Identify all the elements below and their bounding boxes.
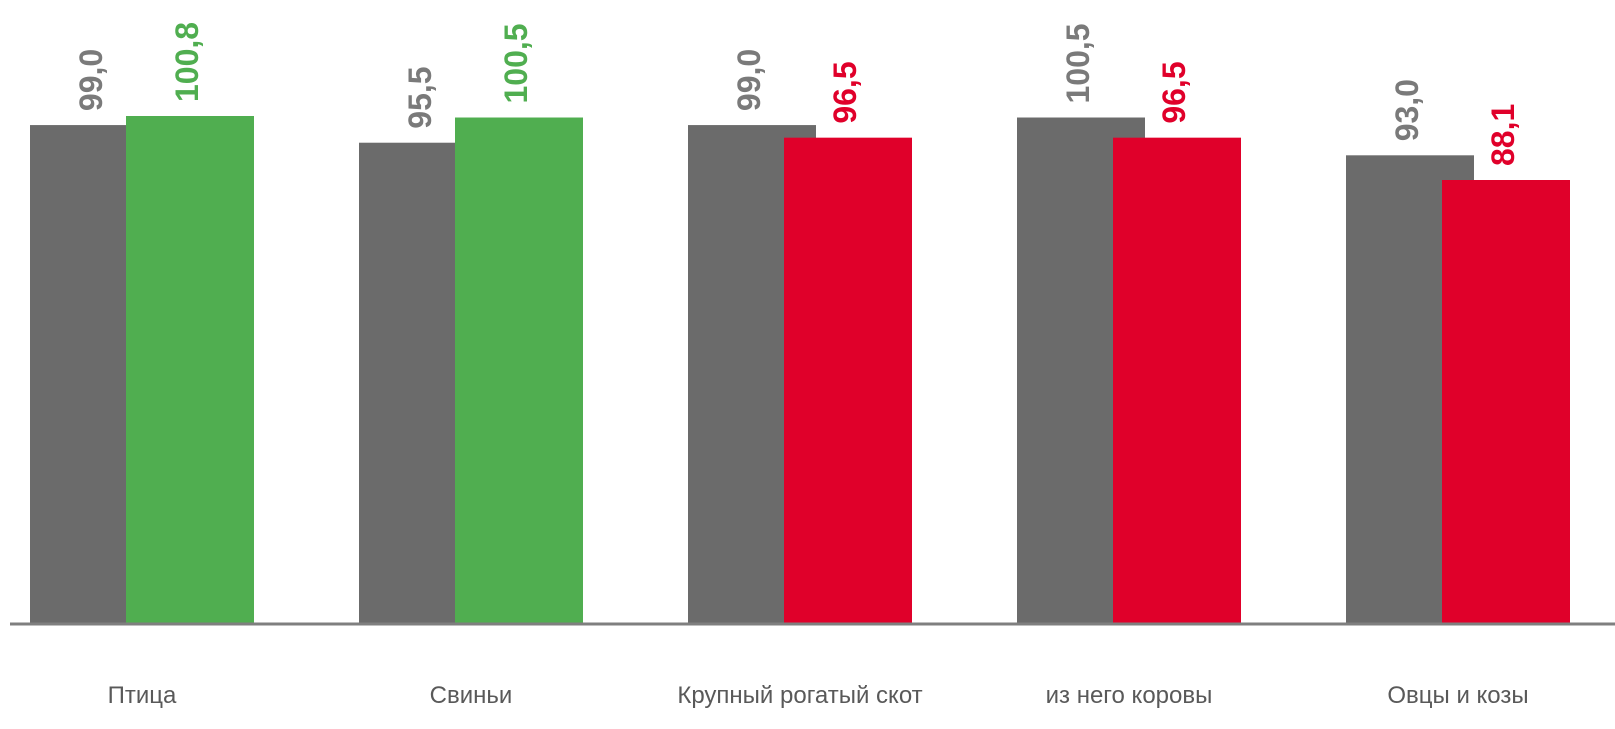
value-label-series2-1: 100,8 [169,22,205,102]
value-label-series2-4: 96,5 [1156,61,1192,123]
bar-series2-3 [784,137,912,624]
bars-layer [30,116,1570,625]
value-label-series1-1: 99,0 [73,49,109,111]
value-label-series1-5: 93,0 [1389,79,1425,141]
category-label-1: Птица [108,682,177,709]
bar-series2-5 [1442,180,1570,624]
category-label-3: Крупный рогатый скот [677,682,922,709]
category-label-2: Свиньи [430,682,513,709]
value-label-series1-4: 100,5 [1060,23,1096,103]
value-label-series2-2: 100,5 [498,23,534,103]
value-label-series1-3: 99,0 [731,49,767,111]
value-label-series2-5: 88,1 [1485,104,1521,166]
value-labels-layer: 99,0 95,5 99,0 100,5 93,0 100,8 100,5 96,5 96,5 8… [73,22,1521,166]
bar-series2-4 [1113,137,1241,624]
category-label-4: из него коровы [1046,682,1213,709]
bar-series2-2 [455,117,583,624]
bar-series2-1 [126,116,254,624]
value-label-series2-3: 96,5 [827,61,863,123]
value-label-series1-2: 95,5 [402,66,438,128]
category-label-5: Овцы и козы [1387,682,1528,709]
category-labels-layer: Птица Свиньи Крупный рогатый скот из него к… [108,682,1529,709]
